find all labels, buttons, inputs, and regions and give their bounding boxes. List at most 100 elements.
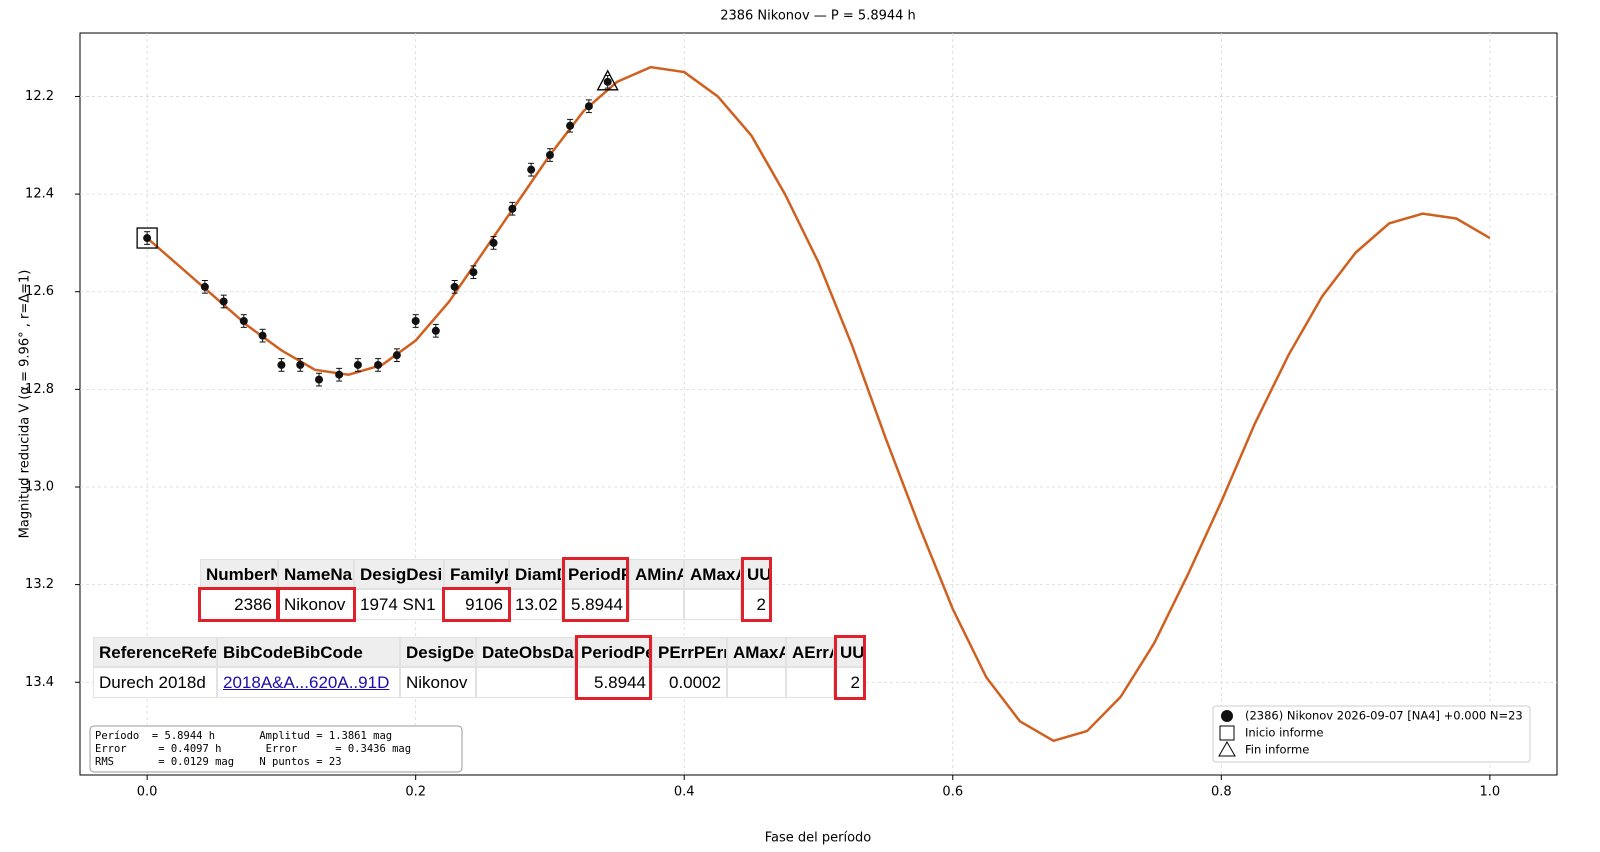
header-text: Reference [181,643,217,662]
table-header: AMaxAMax [684,559,741,589]
cell-text: 1974 SN1 [360,595,436,614]
cell-text: DateObs [482,643,552,662]
data-point [353,360,362,369]
data-point [143,234,152,243]
header-text: Period [621,565,628,584]
header-text: Family [504,565,508,584]
header-text: Number [270,565,277,584]
cell-text: BibCode [223,643,293,662]
x-tick-label: 0.0 [137,785,158,800]
legend-label: (2386) Nikonov 2026-09-07 [NA4] +0.000 N… [1245,709,1523,723]
cell-text: AMin [635,565,677,584]
table-header: AErrAErr [786,637,834,667]
data-point [374,360,383,369]
x-tick-label: 1.0 [1480,785,1501,800]
header-text: Period [633,643,651,662]
data-point [527,165,536,174]
y-axis-label: Magnitud reducida V (α = 9.96° , r=Δ=1) [18,270,33,539]
cell-text: Nikonov [284,595,346,614]
stats-line: Error = 0.4097 h Error = 0.3436 mag [95,743,411,755]
data-point [545,151,554,160]
header-text: PErr [693,643,727,662]
data-point [258,331,267,340]
y-tick-label: 13.4 [25,675,54,690]
table-cell: 2018A&A...620A..91D [217,667,400,698]
header-text: Desig [452,643,475,662]
cell-text: 9106 [465,595,503,614]
data-point [277,360,286,369]
table-cell [684,589,741,620]
table-header: NumberNumber [200,559,278,589]
stats-line: Período = 5.8944 h Amplitud = 1.3861 mag [95,730,392,742]
table-cell: Durech 2018d [93,667,217,698]
x-tick-label: 0.4 [674,785,695,800]
legend-box [1212,705,1531,763]
y-tick-label: 12.2 [25,89,54,104]
data-point [566,121,575,130]
highlight-box [198,587,280,622]
cell-text: Number [206,565,271,584]
header-text: Name [330,565,353,584]
table-header: AMinAMin [629,559,684,589]
highlight-box [562,557,629,622]
y-tick-label: 12.6 [25,284,54,299]
data-point [200,282,209,291]
table-cell: Nikonov [400,667,476,698]
cell-text: Nikonov [406,673,468,692]
table-cell [629,589,684,620]
data-point [603,77,612,86]
y-tick-label: 13.2 [25,577,54,592]
cell-text: PErr [658,643,694,662]
bibcode-link[interactable]: 2018A&A...620A..91D [223,673,390,692]
table-cell [727,667,786,698]
cell-text: 5.8944 [571,595,623,614]
table-cell [476,667,575,698]
cell-text: Diam [515,565,557,584]
data-point [508,204,517,213]
header-text: U [852,643,865,662]
legend-marker [1221,710,1233,722]
data-point [469,268,478,277]
table-cell: 5.8944 [575,667,652,698]
header-text: Diam [557,565,561,584]
cell-text: AMax [733,643,779,662]
table-header: ReferenceReference [93,637,217,667]
data-point [296,360,305,369]
table-cell [786,667,834,698]
y-tick-label: 12.4 [25,187,54,202]
cell-text: 13.02 [515,595,558,614]
table-cell: 2386 [200,589,278,620]
fit-curve [146,65,1491,743]
x-tick-label: 0.8 [1211,785,1232,800]
y-tick-label: 13.0 [25,479,54,494]
plot-frame [79,32,1558,776]
cell-text: 2 [850,673,860,692]
data-point [411,317,420,326]
data-point [431,326,440,335]
table-header: UU [741,559,772,589]
info-table: ReferenceReference BibCodeBibCode DesigDes… [93,635,866,700]
header-text: AMin [677,565,683,584]
cell-text: Durech 2018d [99,673,206,692]
legend-label: Fin informe [1245,743,1309,757]
highlight-box [442,587,511,622]
header-text: BibCode [292,643,363,662]
table-header: DiamDiam [509,559,562,589]
data-point [392,351,401,360]
table-header: FamilyFamily [444,559,509,589]
cell-text: Desig [406,643,453,662]
highlight-box [834,635,866,700]
table-header: DesigDesig [354,559,444,589]
legend-marker [1219,725,1235,741]
table-cell: 2 [834,667,866,698]
cell-text: 0.0002 [669,673,721,692]
cell-text: 2386 [234,595,272,614]
data-point [335,370,344,379]
data-point [239,317,248,326]
highlight-box [741,557,772,622]
table-cell: 5.8944 [562,589,629,620]
data-point [219,297,228,306]
cell-text: Name [284,565,331,584]
header-text: AMax [735,565,740,584]
